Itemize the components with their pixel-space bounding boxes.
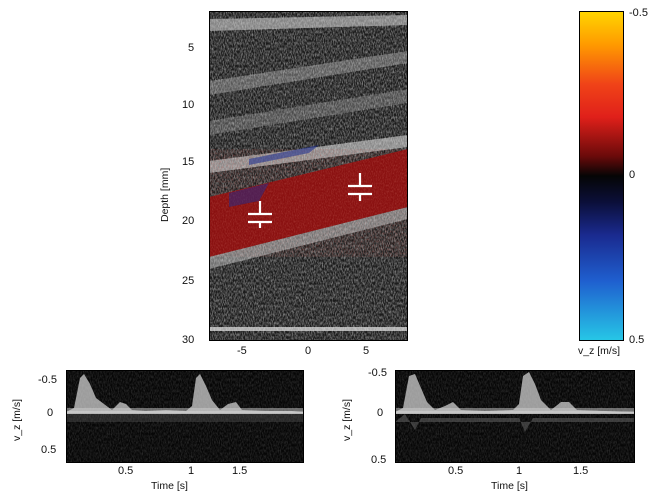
spectrogram-right-xtick: 0.5 xyxy=(448,465,464,477)
spectrogram-left-xtick: 1 xyxy=(188,465,195,477)
lateral-tick: 0 xyxy=(305,345,312,357)
range-gate-marker-left xyxy=(248,201,272,228)
spectrogram-right-xlabel: Time [s] xyxy=(491,480,528,492)
depth-tick: 15 xyxy=(182,156,195,168)
spectrogram-left-ylabel: v_z [m/s] xyxy=(11,398,23,441)
lateral-tick: 5 xyxy=(363,345,370,357)
ultrasound-color-flow-image xyxy=(209,11,408,341)
depth-tick: 30 xyxy=(182,334,195,346)
spectrogram-left-xtick: 0.5 xyxy=(118,465,134,477)
spectrogram-envelope xyxy=(395,372,635,414)
range-gate-marker-right xyxy=(348,173,372,201)
spectrogram-envelope xyxy=(66,374,304,414)
spectrogram-left-ytick: 0 xyxy=(47,407,54,419)
spectrogram-right xyxy=(395,370,635,463)
spectrogram-left-xtick: 1.5 xyxy=(232,465,248,477)
lateral-tick: -5 xyxy=(237,345,247,357)
spectrogram-left-ytick: -0.5 xyxy=(38,374,57,386)
colorbar-tick: 0.5 xyxy=(629,334,645,346)
depth-tick: 25 xyxy=(182,275,195,287)
depth-tick: 20 xyxy=(182,215,195,227)
colorbar-tick: 0 xyxy=(629,169,636,181)
spectrogram-left xyxy=(66,370,304,463)
depth-tick: 10 xyxy=(182,99,195,111)
velocity-colorbar xyxy=(579,11,624,341)
spectrogram-left-xlabel: Time [s] xyxy=(151,480,188,492)
spectrogram-right-ytick: 0 xyxy=(377,407,384,419)
spectrogram-right-ytick: -0.5 xyxy=(368,367,387,379)
spectrogram-right-ytick: 0.5 xyxy=(371,454,387,466)
depth-axis-label: Depth [mm] xyxy=(159,167,171,222)
colorbar-label: v_z [m/s] xyxy=(578,345,621,357)
spectrogram-right-ylabel: v_z [m/s] xyxy=(341,398,353,441)
spectrogram-left-ytick: 0.5 xyxy=(41,444,57,456)
spectrogram-right-xtick: 1.5 xyxy=(573,465,589,477)
colorbar-tick: -0.5 xyxy=(629,7,648,19)
spectrogram-right-xtick: 1 xyxy=(516,465,523,477)
depth-tick: 5 xyxy=(188,42,195,54)
